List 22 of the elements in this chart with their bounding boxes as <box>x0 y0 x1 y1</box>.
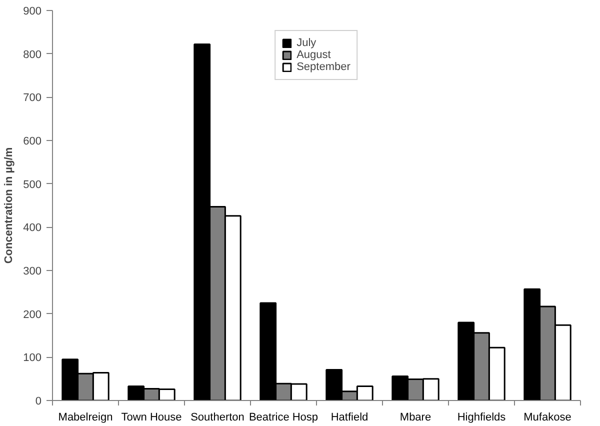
y-tick-label: 800 <box>23 48 42 61</box>
y-tick-label: 300 <box>23 266 42 278</box>
y-axis-title: Concentration in µg/m <box>3 147 16 264</box>
x-tick-label: Highfields <box>457 412 506 424</box>
legend-label: July <box>296 37 317 49</box>
legend-label: August <box>296 49 331 61</box>
y-tick-label: 700 <box>23 92 42 104</box>
y-tick-label: 400 <box>23 222 42 234</box>
x-tick-label: Town House <box>121 412 182 424</box>
x-tick-label: Mabelreign <box>58 412 113 424</box>
x-tick-label: Mufakose <box>524 412 572 424</box>
y-tick-label: 200 <box>23 308 42 321</box>
x-tick-label: Hatfield <box>330 412 368 424</box>
x-tick-label: Southerton <box>190 412 244 424</box>
y-tick-label: 100 <box>23 352 42 364</box>
y-tick-label: 0 <box>35 396 42 408</box>
y-tick-label: 900 <box>23 6 42 18</box>
x-tick-label: Mbare <box>400 412 432 424</box>
legend-label: September <box>296 61 350 73</box>
y-tick-label: 500 <box>23 178 42 191</box>
x-tick-label: Beatrice Hosp <box>248 412 318 424</box>
y-tick-label: 600 <box>23 136 42 148</box>
